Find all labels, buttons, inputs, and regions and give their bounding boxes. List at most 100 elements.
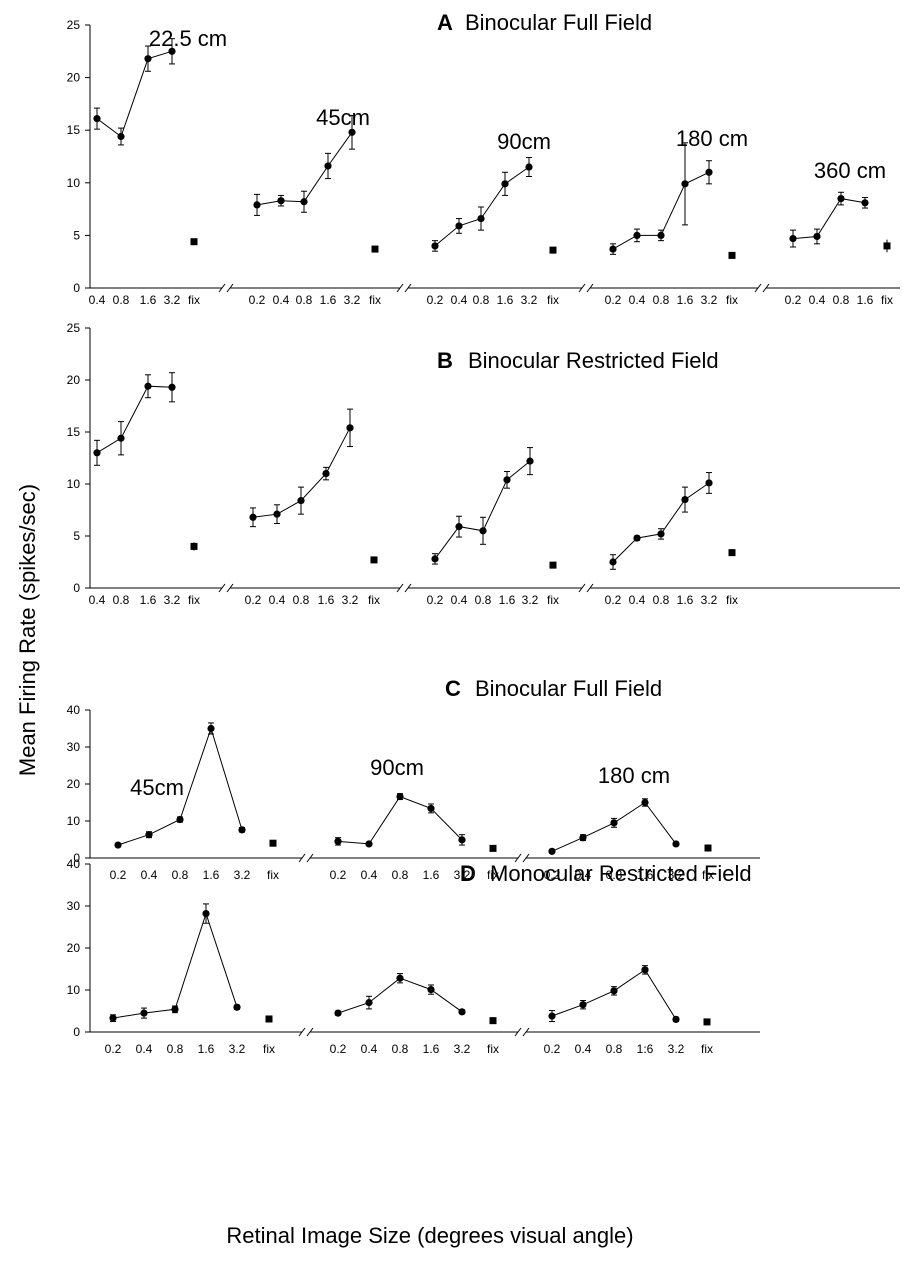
panel-b-group2-data-point <box>273 510 281 518</box>
panel-b-group2-data-point <box>322 470 330 478</box>
panel-a-axis-break <box>762 283 770 293</box>
panel-b-group2-x-tick-label: 3.2 <box>342 593 359 607</box>
panel-d-group2-data-point <box>427 985 435 994</box>
panel-c-y-tick-label: 10 <box>67 814 81 828</box>
panel-d-group1-x-tick-label: 1.6 <box>198 1042 215 1056</box>
panel-b-axis-break <box>396 583 404 593</box>
panel-c-group3-x-tick-label: 3.2 <box>668 868 685 882</box>
panel-c-group1-data-point <box>114 841 122 849</box>
panel-a-axis-break <box>218 283 226 293</box>
panel-a-group5-fix-tick-label: fix <box>881 293 893 307</box>
panel-c-group1-fix-marker <box>269 839 277 847</box>
panel-d-letter: D <box>460 861 476 886</box>
panel-c-group2-distance-label: 90cm <box>370 755 424 780</box>
panel-b-group1-data-point <box>168 383 176 391</box>
panel-a-group2-data-point <box>324 162 332 170</box>
panel-a-group3-x-tick-label: 3.2 <box>521 293 538 307</box>
panel-d-axis-break <box>522 1027 530 1037</box>
panel-b-group1-fix-marker <box>190 542 198 550</box>
panel-b-letter: B <box>437 348 453 373</box>
panel-d-group1-data-point <box>233 1003 241 1011</box>
panel-a-group4-x-tick-label: 3.2 <box>701 293 718 307</box>
panel-a-group4-distance-label: 180 cm <box>676 126 748 151</box>
panel-b-group2-data-point <box>249 513 257 521</box>
panel-c-group2-x-tick-label: 0.4 <box>361 868 378 882</box>
panel-b-group1-x-tick-label: 0.4 <box>89 593 106 607</box>
panel-a-group3-data-point <box>455 222 463 230</box>
panel-b-y-tick-label: 5 <box>73 529 80 543</box>
panel-d-group3-x-tick-label: 0.2 <box>544 1042 561 1056</box>
panel-a-group1-x-tick-label: 0.8 <box>113 293 130 307</box>
panel-c-group2-data-point <box>458 836 466 844</box>
panel-a-group2-fix-marker <box>371 245 379 253</box>
panel-c-group3-data-point <box>548 847 556 855</box>
panel-d-group2-x-tick-label: 3.2 <box>454 1042 471 1056</box>
panel-c-group2-data-point <box>396 792 404 801</box>
panel-b-group1-data-point <box>144 382 152 390</box>
panel-b-y-tick-label: 0 <box>73 581 80 595</box>
panel-d-group3-x-tick-label: 0.8 <box>606 1042 623 1056</box>
panel-d-group2-x-tick-label: 0.2 <box>330 1042 347 1056</box>
panel-b-group2-x-tick-label: 0.8 <box>293 593 310 607</box>
panel-d-group2-data-point <box>458 1008 466 1016</box>
panel-d-y-tick-label: 0 <box>73 1025 80 1039</box>
panel-c-group1-x-tick-label: 0.4 <box>141 868 158 882</box>
panel-b-axis-break <box>218 583 226 593</box>
panel-c-group1-fix-tick-label: fix <box>267 868 279 882</box>
panel-a-group1-x-tick-label: 1.6 <box>140 293 157 307</box>
panel-a-group1-data-point <box>117 132 125 141</box>
panel-c-group1-data-point <box>145 831 153 839</box>
panel-d-group1-series-line <box>112 911 238 1019</box>
x-axis-label: Retinal Image Size (degrees visual angle… <box>226 1223 633 1248</box>
panel-c-group1-data-point <box>238 826 246 834</box>
panel-c-axis-break <box>522 853 530 863</box>
panel-a-group2-x-tick-label: 0.4 <box>273 293 290 307</box>
panel-d-group1-x-tick-label: 0.4 <box>136 1042 153 1056</box>
panel-b-group3-x-tick-label: 0.8 <box>475 593 492 607</box>
panel-a-group3-x-tick-label: 0.4 <box>451 293 468 307</box>
panel-c-group2-data-point <box>365 840 373 848</box>
panel-d-group3-x-tick-label: 1:6 <box>637 1042 654 1056</box>
panel-c-letter: C <box>445 676 461 701</box>
panel-a-group4-x-tick-label: 0.8 <box>653 293 670 307</box>
panel-b-group3-data-point <box>479 527 487 535</box>
panel-a-group5-data-point <box>789 234 797 243</box>
panel-b-group2-x-tick-label: 1.6 <box>318 593 335 607</box>
panel-d-group1-data-point <box>202 909 210 918</box>
panel-a-group5-x-tick-label: 0.4 <box>809 293 826 307</box>
panel-c-title: Binocular Full Field <box>475 676 662 701</box>
panel-a-group2-x-tick-label: 1.6 <box>320 293 337 307</box>
panel-d-group1-x-tick-label: 0.2 <box>105 1042 122 1056</box>
panel-b-group1-x-tick-label: 1.6 <box>140 593 157 607</box>
panel-c-axis-break <box>306 853 314 863</box>
panel-c-group2-fix-tick-label: fix <box>487 868 499 882</box>
panel-b-group4-fix-tick-label: fix <box>726 593 738 607</box>
panel-a-group2-data-point <box>253 201 261 209</box>
panel-b-axis-break <box>226 583 234 593</box>
y-axis-label: Mean Firing Rate (spikes/sec) <box>15 484 40 776</box>
panel-a-y-tick-label: 10 <box>67 176 81 190</box>
panel-a-group3-series-line <box>434 166 530 247</box>
panel-a-group1-x-tick-label: 0.4 <box>89 293 106 307</box>
panel-a-group4-x-tick-label: 0.2 <box>605 293 622 307</box>
panel-b-group2-fix-tick-label: fix <box>368 593 380 607</box>
panel-a-group1-data-point <box>144 55 152 63</box>
panel-d-group3-fix-tick-label: fix <box>701 1042 713 1056</box>
panel-c-group1-data-point <box>176 815 184 824</box>
panel-d-title: Monocular Restricted Field <box>490 861 752 886</box>
panel-a-axis-break <box>396 283 404 293</box>
panel-b-group3-data-point <box>455 523 463 531</box>
panel-c-group3-x-tick-label: 0.2 <box>544 868 561 882</box>
panel-b-group3-x-tick-label: 0.4 <box>451 593 468 607</box>
panel-b-group4-data-point <box>681 496 689 504</box>
panel-a-group4-x-tick-label: 0.4 <box>629 293 646 307</box>
panel-c-group3-data-point <box>579 834 587 842</box>
panel-a-group3-distance-label: 90cm <box>497 129 551 154</box>
panel-a-y-tick-label: 15 <box>67 123 81 137</box>
panel-a-group3-data-point <box>525 163 533 171</box>
panel-a-group2-data-point <box>300 198 308 206</box>
panel-c-group2-data-point <box>427 804 435 813</box>
panel-a-group2-x-tick-label: 0.2 <box>249 293 266 307</box>
panel-d-group2-x-tick-label: 0.8 <box>392 1042 409 1056</box>
panel-d-group1-fix-marker <box>265 1015 273 1023</box>
